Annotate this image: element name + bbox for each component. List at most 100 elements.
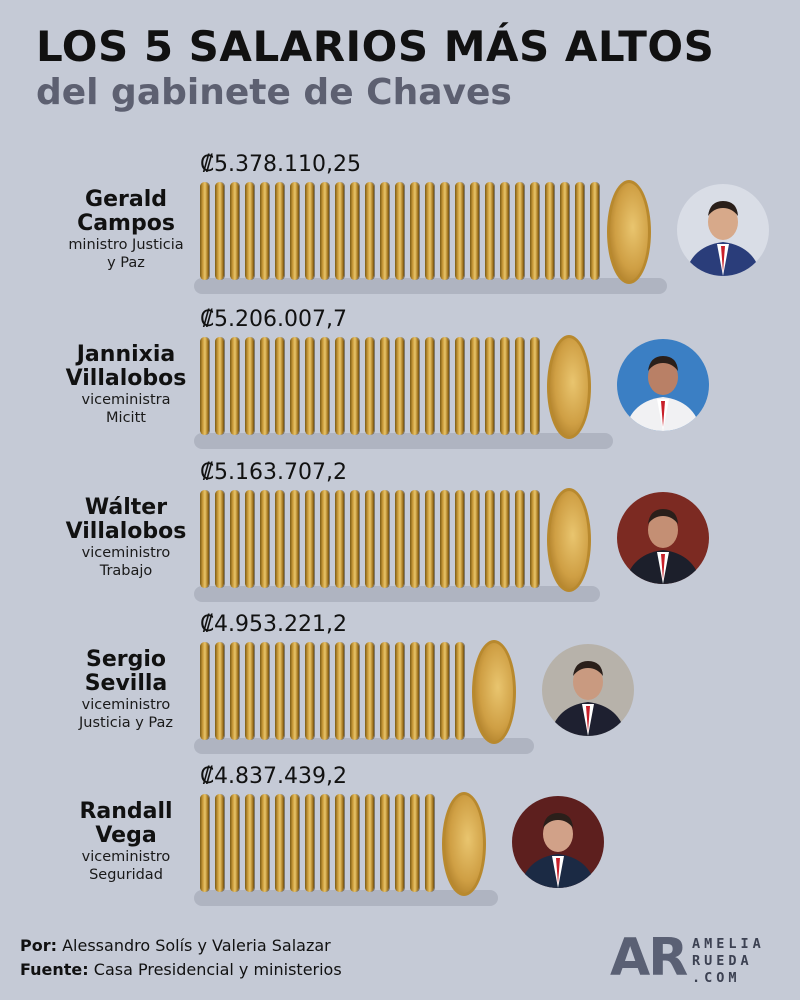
value-label: ₡5.163.707,2 <box>200 460 347 485</box>
person-name-first: Sergio <box>85 647 167 672</box>
coin <box>305 490 314 588</box>
coin <box>380 794 389 892</box>
coin <box>215 794 224 892</box>
portrait-photo <box>617 339 709 431</box>
coin <box>365 642 374 740</box>
logo-line-1: AMELIA <box>692 936 765 952</box>
coin <box>215 490 224 588</box>
coin <box>245 490 254 588</box>
coin <box>275 182 284 280</box>
coin <box>530 182 539 280</box>
coin <box>350 794 359 892</box>
coin <box>560 182 569 280</box>
person-name-first: Wálter <box>84 495 168 520</box>
coin <box>200 490 209 588</box>
bar-shadow <box>194 890 499 906</box>
coin <box>365 182 374 280</box>
coin <box>380 642 389 740</box>
coin <box>485 337 494 435</box>
coin <box>500 490 509 588</box>
person-name-first: Randall <box>79 799 173 824</box>
coin-face <box>547 488 591 592</box>
person-role-line-2: y Paz <box>107 255 145 271</box>
credits-value: Alessandro Solís y Valeria Salazar <box>62 936 331 955</box>
footer-source: Fuente: Casa Presidencial y ministerios <box>20 960 342 979</box>
person-label: Randall Vega viceministro Seguridad <box>36 800 216 884</box>
coin <box>575 182 584 280</box>
person-name-last: Sevilla <box>84 671 168 696</box>
chart-row: Randall Vega viceministro Seguridad ₡4.837.4… <box>0 762 800 912</box>
coin <box>200 182 209 280</box>
coin <box>320 490 329 588</box>
person-label: Gerald Campos ministro Justicia y Paz <box>36 188 216 272</box>
coin <box>365 490 374 588</box>
coin <box>305 642 314 740</box>
coin <box>290 337 299 435</box>
person-name-first: Jannixia <box>76 342 176 367</box>
coin <box>410 642 419 740</box>
coin <box>275 490 284 588</box>
coin <box>305 794 314 892</box>
coin <box>215 182 224 280</box>
portrait-photo <box>512 796 604 888</box>
coin <box>440 642 449 740</box>
coin <box>290 490 299 588</box>
logo-line-2: RUEDA <box>692 953 753 969</box>
coin <box>260 182 269 280</box>
coin <box>515 182 524 280</box>
coin <box>350 182 359 280</box>
coin <box>320 794 329 892</box>
coin <box>245 337 254 435</box>
coin <box>200 642 209 740</box>
coin <box>200 794 209 892</box>
coin <box>365 794 374 892</box>
coin <box>260 642 269 740</box>
coin <box>395 794 404 892</box>
value-label: ₡5.378.110,25 <box>200 152 361 177</box>
coin <box>410 490 419 588</box>
coin <box>245 642 254 740</box>
coin <box>350 490 359 588</box>
person-label: Sergio Sevilla viceministro Justicia y Paz <box>36 648 216 732</box>
person-name-last: Vega <box>95 823 157 848</box>
person-role-line-1: viceministro <box>81 545 171 561</box>
coin <box>500 182 509 280</box>
coin-face <box>442 792 486 896</box>
person-name-last: Villalobos <box>65 366 187 391</box>
person-role-line-2: Justicia y Paz <box>78 715 173 731</box>
person-label: Wálter Villalobos viceministro Trabajo <box>36 496 216 580</box>
coin <box>290 182 299 280</box>
chart-title: LOS 5 SALARIOS MÁS ALTOS <box>36 22 715 71</box>
person-role-line-1: viceministro <box>81 849 171 865</box>
coin <box>530 337 539 435</box>
coin <box>410 337 419 435</box>
coin <box>395 337 404 435</box>
coin <box>290 642 299 740</box>
coin <box>545 182 554 280</box>
bar-shadow <box>194 738 535 754</box>
coin-face <box>607 180 651 284</box>
coin <box>275 642 284 740</box>
coin <box>455 182 464 280</box>
coin <box>320 182 329 280</box>
portrait-photo <box>617 492 709 584</box>
coin <box>530 490 539 588</box>
coin <box>335 642 344 740</box>
person-name-first: Gerald <box>85 187 167 212</box>
coin <box>335 337 344 435</box>
coin <box>455 337 464 435</box>
person-role-line-2: Trabajo <box>99 563 153 579</box>
coin <box>425 337 434 435</box>
chart-subtitle: del gabinete de Chaves <box>36 72 512 113</box>
coin <box>455 490 464 588</box>
coin <box>395 642 404 740</box>
coin <box>500 337 509 435</box>
coin <box>440 337 449 435</box>
coin <box>425 490 434 588</box>
logo-mark: AR <box>610 928 688 988</box>
coin <box>230 642 239 740</box>
coin <box>485 490 494 588</box>
coin <box>275 794 284 892</box>
person-role-line-2: Micitt <box>106 410 146 426</box>
value-label: ₡5.206.007,7 <box>200 307 347 332</box>
